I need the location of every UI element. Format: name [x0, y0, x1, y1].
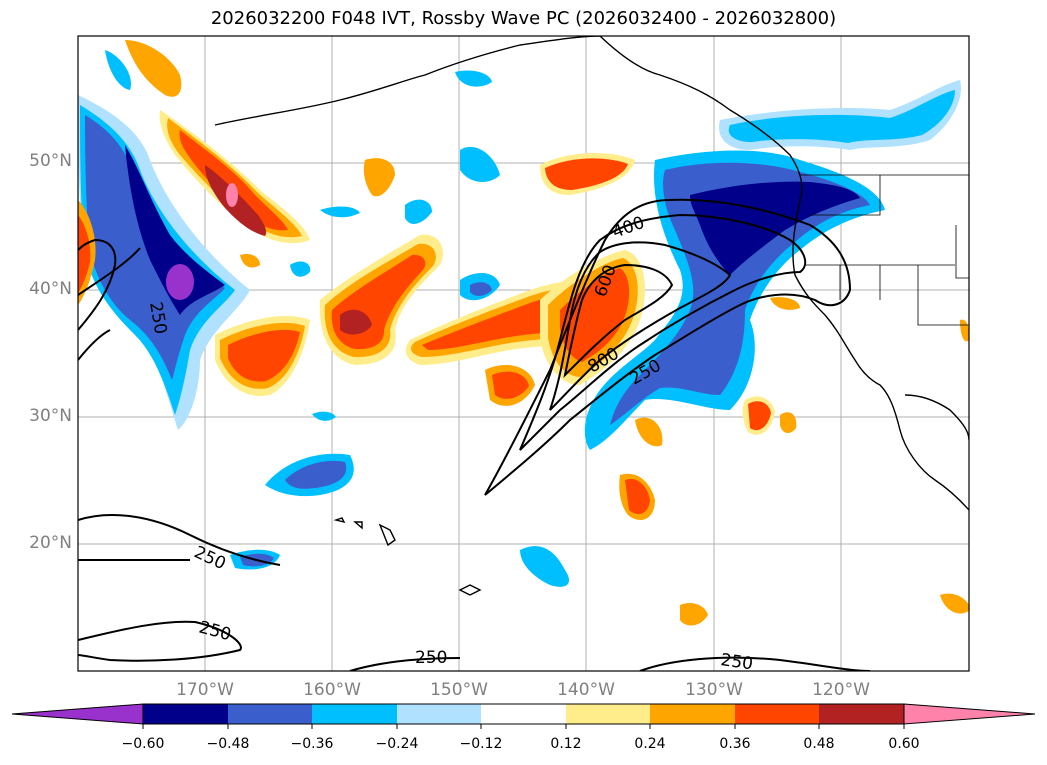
lon-label-140w: 140°W — [557, 680, 615, 700]
colorbar-tick-label: 0.48 — [803, 736, 835, 752]
lat-label-20n: 20°N — [29, 533, 72, 553]
colorbar-tick-label: −0.48 — [206, 736, 250, 752]
ivt-contours — [78, 198, 871, 671]
lon-label-170w: 170°W — [176, 680, 234, 700]
coastlines — [214, 36, 969, 596]
lon-label-120w: 120°W — [812, 680, 870, 700]
colorbar-tick-label: −0.12 — [459, 736, 503, 752]
lon-label-160w: 160°W — [303, 680, 361, 700]
map-title: 2026032200 F048 IVT, Rossby Wave PC (202… — [210, 8, 837, 29]
colorbar-tick-label: −0.60 — [121, 736, 165, 752]
lat-label-30n: 30°N — [29, 406, 72, 426]
lon-label-150w: 150°W — [430, 680, 488, 700]
lon-label-130w: 130°W — [685, 680, 743, 700]
map-frame — [77, 35, 970, 672]
map-area — [78, 36, 969, 671]
contour-label: 250 — [415, 648, 447, 668]
colorbar-tick-label: −0.36 — [290, 736, 334, 752]
colorbar-tick-label: −0.24 — [375, 736, 419, 752]
colorbar-tick-label: 0.60 — [888, 736, 920, 752]
state-borders — [800, 174, 969, 326]
colorbar-tick-label: 0.36 — [719, 736, 751, 752]
lat-label-50n: 50°N — [29, 151, 72, 171]
colorbar — [11, 703, 1036, 729]
colorbar-tick-label: 0.12 — [550, 736, 582, 752]
lat-label-40n: 40°N — [29, 279, 72, 299]
colorbar-tick-label: 0.24 — [634, 736, 666, 752]
